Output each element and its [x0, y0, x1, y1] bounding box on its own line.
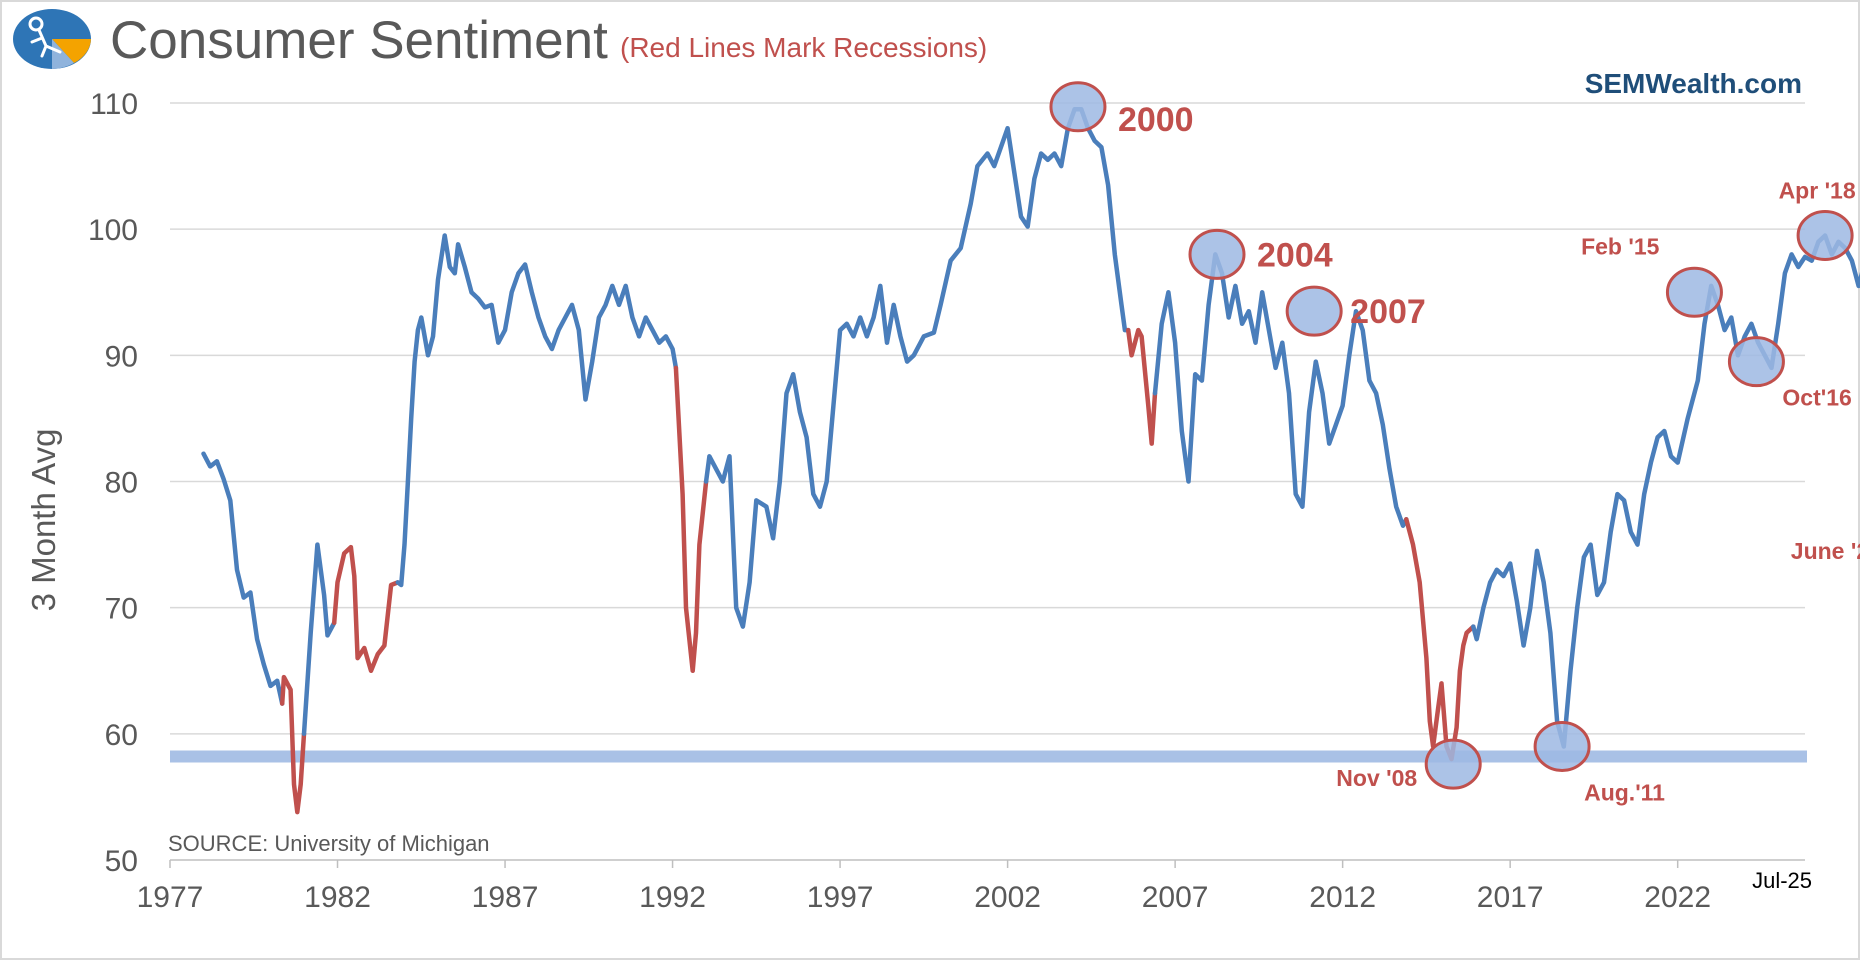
- annotation-label: 2000: [1118, 101, 1194, 139]
- x-tick-label: 2002: [974, 881, 1041, 914]
- annotation-circle: [1533, 720, 1591, 772]
- annotation-label: June '20: [1791, 538, 1860, 564]
- y-tick-label: 50: [105, 845, 138, 878]
- x-tick-label: 2022: [1644, 881, 1711, 914]
- annotation-circle: [1727, 336, 1785, 388]
- x-tick-label: 2017: [1477, 881, 1544, 914]
- annotation-label: 2004: [1257, 236, 1333, 274]
- last-date-label: Jul-25: [1752, 868, 1812, 893]
- annotation-circle: [1796, 209, 1854, 261]
- y-tick-label: 90: [105, 340, 138, 373]
- annotation-label: Feb '15: [1581, 233, 1660, 259]
- x-tick-label: 1987: [472, 881, 539, 914]
- series-segment: [301, 542, 337, 737]
- brand-label: SEMWealth.com: [1584, 68, 1802, 99]
- semwealth-logo-icon: [13, 9, 91, 69]
- series-segment: [1471, 233, 1860, 749]
- annotation-label: Aug.'11: [1584, 779, 1665, 805]
- annotation-circle: [1049, 81, 1107, 133]
- annotation-labels: 2000 2004 2007 Nov '08 Aug.'11 Feb '15 Oct'16 A…: [1118, 101, 1860, 806]
- annotation-label: Apr '18: [1779, 177, 1856, 203]
- x-axis-ticks: 1977 1982 1987 1992 1997 2002 2007 2012 2017 2022: [137, 860, 1711, 914]
- annotation-circles: [1049, 81, 1854, 790]
- y-tick-label: 100: [88, 214, 138, 247]
- y-tick-label: 70: [105, 593, 138, 626]
- series-segment: [1152, 252, 1409, 528]
- sentiment-series: [201, 107, 1860, 815]
- recession-segment: [1125, 327, 1158, 446]
- y-axis-label: 3 Month Avg: [25, 429, 62, 612]
- source-note: SOURCE: University of Michigan: [168, 831, 490, 856]
- x-tick-label: 1982: [304, 881, 371, 914]
- recession-segment: [673, 365, 709, 674]
- gridlines: [170, 102, 1805, 735]
- y-tick-label: 60: [105, 719, 138, 752]
- chart-subtitle: (Red Lines Mark Recessions): [620, 32, 988, 63]
- y-axis-ticks: 50 60 70 80 90 100 110: [88, 88, 138, 878]
- x-tick-label: 2007: [1142, 881, 1209, 914]
- y-tick-label: 110: [90, 88, 138, 121]
- annotation-label: Oct'16: [1782, 385, 1851, 411]
- annotation-label: 2007: [1350, 293, 1426, 331]
- annotation-circle: [1285, 285, 1343, 337]
- recession-segment: [331, 544, 401, 674]
- recession-segment: [1404, 517, 1476, 762]
- x-tick-label: 1997: [807, 881, 874, 914]
- recession-segment: [279, 674, 307, 815]
- series-segment: [201, 451, 285, 706]
- annotation-circle: [1665, 266, 1723, 318]
- chart-title: Consumer Sentiment: [110, 11, 608, 70]
- x-tick-label: 1992: [639, 881, 706, 914]
- x-tick-label: 2012: [1309, 881, 1376, 914]
- series-segment: [703, 107, 1131, 629]
- annotation-circle: [1188, 228, 1246, 280]
- annotation-circle: [1424, 738, 1482, 790]
- annotation-label: Nov '08: [1336, 765, 1417, 791]
- series-segment: [395, 233, 679, 588]
- y-tick-label: 80: [105, 467, 138, 500]
- x-tick-label: 1977: [137, 881, 204, 914]
